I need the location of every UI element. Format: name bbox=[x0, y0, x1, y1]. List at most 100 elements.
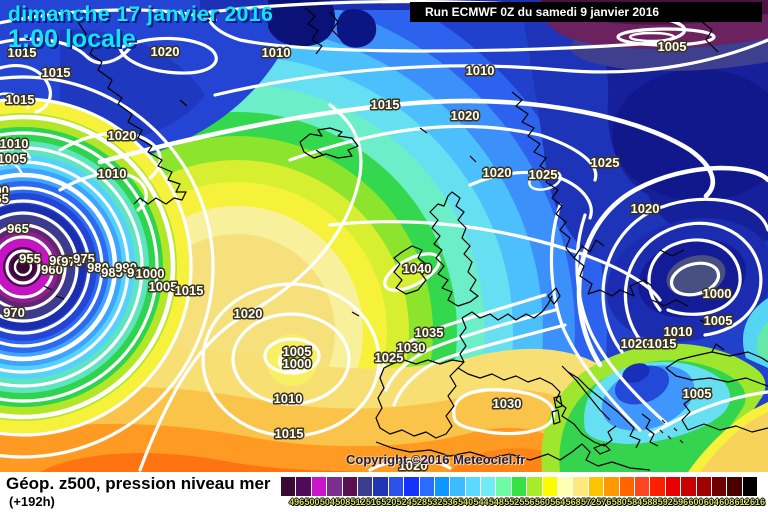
pressure-label: 1015 bbox=[8, 45, 37, 60]
pressure-label: 965 bbox=[0, 191, 9, 206]
pressure-label: 1010 bbox=[664, 324, 693, 339]
pressure-label: 1020 bbox=[399, 458, 428, 472]
valid-datetime: dimanche 17 janvier 2016 1:00 locale bbox=[8, 3, 274, 54]
pressure-label: 1005 bbox=[704, 313, 733, 328]
pressure-label: 1010 bbox=[0, 136, 28, 151]
legend-value: 524 bbox=[396, 497, 412, 507]
geopotential-fill bbox=[0, 0, 768, 472]
pressure-label: 1030 bbox=[493, 396, 522, 411]
pressure-label: 1005 bbox=[283, 344, 312, 359]
legend-cell bbox=[342, 477, 358, 496]
legend-value: 588 bbox=[642, 497, 658, 507]
legend-cell bbox=[419, 477, 435, 496]
legend-cell bbox=[450, 477, 466, 496]
coastlines bbox=[43, 7, 768, 471]
pressure-label: 1015 bbox=[275, 426, 304, 441]
pressure-label: 1020 bbox=[234, 306, 263, 321]
legend-cell bbox=[650, 477, 666, 496]
legend-value: 616 bbox=[749, 497, 765, 507]
legend-cell bbox=[681, 477, 697, 496]
pressure-label: 1015 bbox=[648, 336, 677, 351]
pressure-label: 1025 bbox=[529, 167, 558, 182]
legend-value: 608 bbox=[719, 497, 735, 507]
model-run-label: Run ECMWF 0Z du samedi 9 janvier 2016 bbox=[425, 5, 660, 19]
legend-cell bbox=[619, 477, 635, 496]
pressure-label: 970 bbox=[3, 305, 25, 320]
legend-value: 508 bbox=[335, 497, 351, 507]
legend-cell bbox=[711, 477, 728, 496]
legend-cell bbox=[388, 477, 405, 496]
legend-value: 532 bbox=[427, 497, 443, 507]
legend-value: 516 bbox=[365, 497, 381, 507]
legend-cell bbox=[373, 477, 389, 496]
legend-cell bbox=[634, 477, 651, 496]
legend-value: 576 bbox=[596, 497, 612, 507]
legend-cell bbox=[727, 477, 743, 496]
legend-value: 572 bbox=[580, 497, 597, 507]
legend-cell bbox=[573, 477, 589, 496]
map-title: Géop. z500, pression niveau mer bbox=[6, 474, 271, 493]
pressure-label: 965 bbox=[49, 253, 71, 268]
legend-value: 584 bbox=[627, 497, 643, 507]
pressure-label: 1020 bbox=[483, 165, 512, 180]
legend-value: 592 bbox=[657, 497, 673, 507]
legend-cell bbox=[481, 477, 497, 496]
pressure-label: 1025 bbox=[591, 155, 620, 170]
pressure-label: 1035 bbox=[415, 325, 444, 340]
caption-bar: Géop. z500, pression niveau mer (+192h) … bbox=[0, 472, 768, 512]
pressure-label: 1000 bbox=[703, 286, 732, 301]
legend-value: 500 bbox=[304, 497, 320, 507]
legend-value: 544 bbox=[473, 497, 489, 507]
pressure-label: 955 bbox=[19, 251, 41, 266]
forecast-map: 1015 1015 1015 1020 1010 1010 1015 1020 1020 1010… bbox=[0, 0, 768, 472]
legend-value: 552 bbox=[504, 497, 520, 507]
pressure-label: 975 bbox=[73, 251, 95, 266]
valid-date: dimanche 17 janvier 2016 bbox=[8, 3, 274, 26]
legend-cell bbox=[311, 477, 328, 496]
pressure-label: 1000 bbox=[283, 356, 312, 371]
legend-cell bbox=[588, 477, 605, 496]
legend-value: 512 bbox=[350, 497, 366, 507]
legend-cell bbox=[696, 477, 712, 496]
pressure-label: 1020 bbox=[631, 201, 660, 216]
pressure-label: 970 bbox=[61, 254, 83, 269]
legend-cell bbox=[742, 477, 758, 496]
pressure-label: 1010 bbox=[274, 391, 303, 406]
pressure-label: 1020 bbox=[621, 336, 650, 351]
legend-cells bbox=[281, 477, 758, 496]
legend-cell bbox=[665, 477, 682, 496]
pressure-label: 1015 bbox=[175, 283, 204, 298]
pressure-label: 1005 bbox=[683, 386, 712, 401]
legend-cell bbox=[281, 477, 297, 496]
legend-value: 556 bbox=[519, 497, 535, 507]
legend-value: 496 bbox=[289, 497, 305, 507]
pressure-label: 1010 bbox=[98, 166, 127, 181]
valid-time: 1:00 locale bbox=[8, 25, 136, 54]
pressure-label: 990 bbox=[0, 183, 9, 198]
pressure-label: 985 bbox=[101, 265, 123, 280]
pressure-label: 1020 bbox=[108, 128, 137, 143]
legend-value: 504 bbox=[319, 497, 335, 507]
pressure-label: 960 bbox=[41, 262, 63, 277]
legend-cell bbox=[465, 477, 482, 496]
pressure-label: 1005 bbox=[149, 279, 178, 294]
pressure-label: 1015 bbox=[6, 92, 35, 107]
legend-cell bbox=[527, 477, 543, 496]
pressure-label: 1030 bbox=[397, 340, 426, 355]
pressure-label: 995 bbox=[127, 265, 149, 280]
pressure-label: 1010 bbox=[262, 45, 291, 60]
legend-cell bbox=[496, 477, 512, 496]
pressure-label: 1040 bbox=[403, 261, 432, 276]
legend-labels: 496 500 504 508 512 516 520 524 528 532 536 540 544 5… bbox=[289, 497, 765, 507]
legend-value: 528 bbox=[412, 497, 428, 507]
legend-cell bbox=[327, 477, 343, 496]
pressure-label: 1005 bbox=[658, 39, 687, 54]
legend-value: 548 bbox=[488, 497, 504, 507]
pressure-label: 980 bbox=[87, 260, 109, 275]
pressure-label: 1020 bbox=[151, 44, 180, 59]
legend-cell bbox=[434, 477, 451, 496]
pressure-label: 1025 bbox=[375, 350, 404, 365]
legend-cell bbox=[357, 477, 374, 496]
